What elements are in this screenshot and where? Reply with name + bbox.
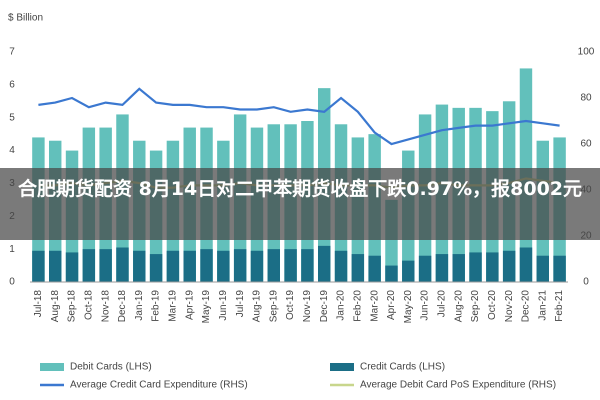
banner: 合肥期货配资 8月14日对二甲苯期货收盘下跌0.97%，报8002元 <box>0 168 600 240</box>
x-tick-label: Aug-18 <box>50 290 61 323</box>
x-tick-label: Jun-19 <box>218 290 229 321</box>
bar <box>435 254 449 282</box>
bar <box>317 245 331 282</box>
y2-tick-label: 0 <box>583 277 589 288</box>
x-tick-label: Jan-19 <box>134 290 145 321</box>
bar <box>99 249 112 282</box>
x-tick-label: Dec-20 <box>521 290 532 323</box>
x-tick-label: Aug-19 <box>252 290 263 323</box>
bar <box>82 249 96 282</box>
x-tick-label: Sep-19 <box>268 290 279 323</box>
x-tick-label: May-20 <box>403 290 414 324</box>
bar <box>284 249 297 282</box>
bar <box>32 250 45 282</box>
y2-tick-label: 100 <box>578 47 595 58</box>
legend-swatch <box>330 363 354 371</box>
bar <box>267 249 281 282</box>
bar <box>536 255 550 282</box>
bar <box>334 250 348 282</box>
legend-label: Average Credit Card Expenditure (RHS) <box>70 380 248 391</box>
x-tick-label: Sep-18 <box>67 290 78 323</box>
x-tick-label: Jul-19 <box>235 290 246 318</box>
y-tick-label: 6 <box>9 79 15 90</box>
x-tick-label: Feb-20 <box>352 290 363 322</box>
y-tick-label: 5 <box>9 112 15 123</box>
bar <box>519 247 533 282</box>
bar <box>301 249 314 282</box>
y-tick-label: 0 <box>9 277 15 288</box>
bar <box>250 250 264 282</box>
x-tick-label: Oct-18 <box>83 290 94 320</box>
y-tick-label: 7 <box>9 47 15 58</box>
x-tick-label: Aug-20 <box>453 290 464 323</box>
legend-label: Average Debit Card PoS Expenditure (RHS) <box>360 380 556 391</box>
bar <box>116 247 129 282</box>
bar <box>553 255 566 282</box>
bar <box>133 250 146 282</box>
bar <box>233 249 247 282</box>
x-tick-label: Nov-20 <box>504 290 515 323</box>
bar <box>149 254 163 282</box>
x-tick-label: May-19 <box>201 290 212 324</box>
y2-tick-label: 80 <box>580 93 592 104</box>
bar <box>418 255 432 282</box>
y2-tick-label: 60 <box>580 139 592 150</box>
bar <box>183 250 196 282</box>
x-tick-label: Mar-19 <box>168 290 179 322</box>
x-tick-label: Jan-21 <box>537 290 548 321</box>
y-tick-label: 1 <box>9 244 15 255</box>
legend-label: Debit Cards (LHS) <box>70 362 152 373</box>
x-tick-label: Oct-20 <box>487 290 498 320</box>
x-tick-label: Dec-19 <box>319 290 330 323</box>
line <box>38 87 560 146</box>
x-tick-label: Nov-18 <box>100 290 111 323</box>
bar <box>217 250 230 282</box>
bar <box>351 254 365 282</box>
bar <box>166 250 180 282</box>
x-tick-label: Jan-20 <box>336 290 347 321</box>
x-tick-label: Feb-21 <box>554 290 565 322</box>
x-tick-label: Jul-18 <box>33 290 44 318</box>
x-tick-label: Dec-18 <box>117 290 128 323</box>
bar <box>502 250 516 282</box>
x-tick-label: Mar-20 <box>369 290 380 322</box>
bar <box>385 265 398 282</box>
x-tick-label: Feb-19 <box>151 290 162 322</box>
x-tick-label: Nov-19 <box>302 290 313 323</box>
x-tick-label: Sep-20 <box>470 290 481 323</box>
bar <box>469 252 482 282</box>
bar <box>65 252 79 282</box>
legend-swatch <box>40 363 64 371</box>
x-tick-label: Apr-20 <box>386 290 397 320</box>
y-axis-label: $ Billion <box>8 13 43 24</box>
bar <box>486 252 499 282</box>
x-tick-label: Jun-20 <box>420 290 431 321</box>
x-tick-label: Apr-19 <box>184 290 195 320</box>
bar <box>200 249 213 282</box>
bar <box>368 255 381 282</box>
x-tick-label: Jul-20 <box>437 290 448 318</box>
x-tick-label: Oct-19 <box>285 290 296 320</box>
bar <box>48 250 62 282</box>
bar <box>402 260 415 282</box>
bar <box>452 254 465 282</box>
legend-label: Credit Cards (LHS) <box>360 362 445 373</box>
y-tick-label: 4 <box>9 145 15 156</box>
